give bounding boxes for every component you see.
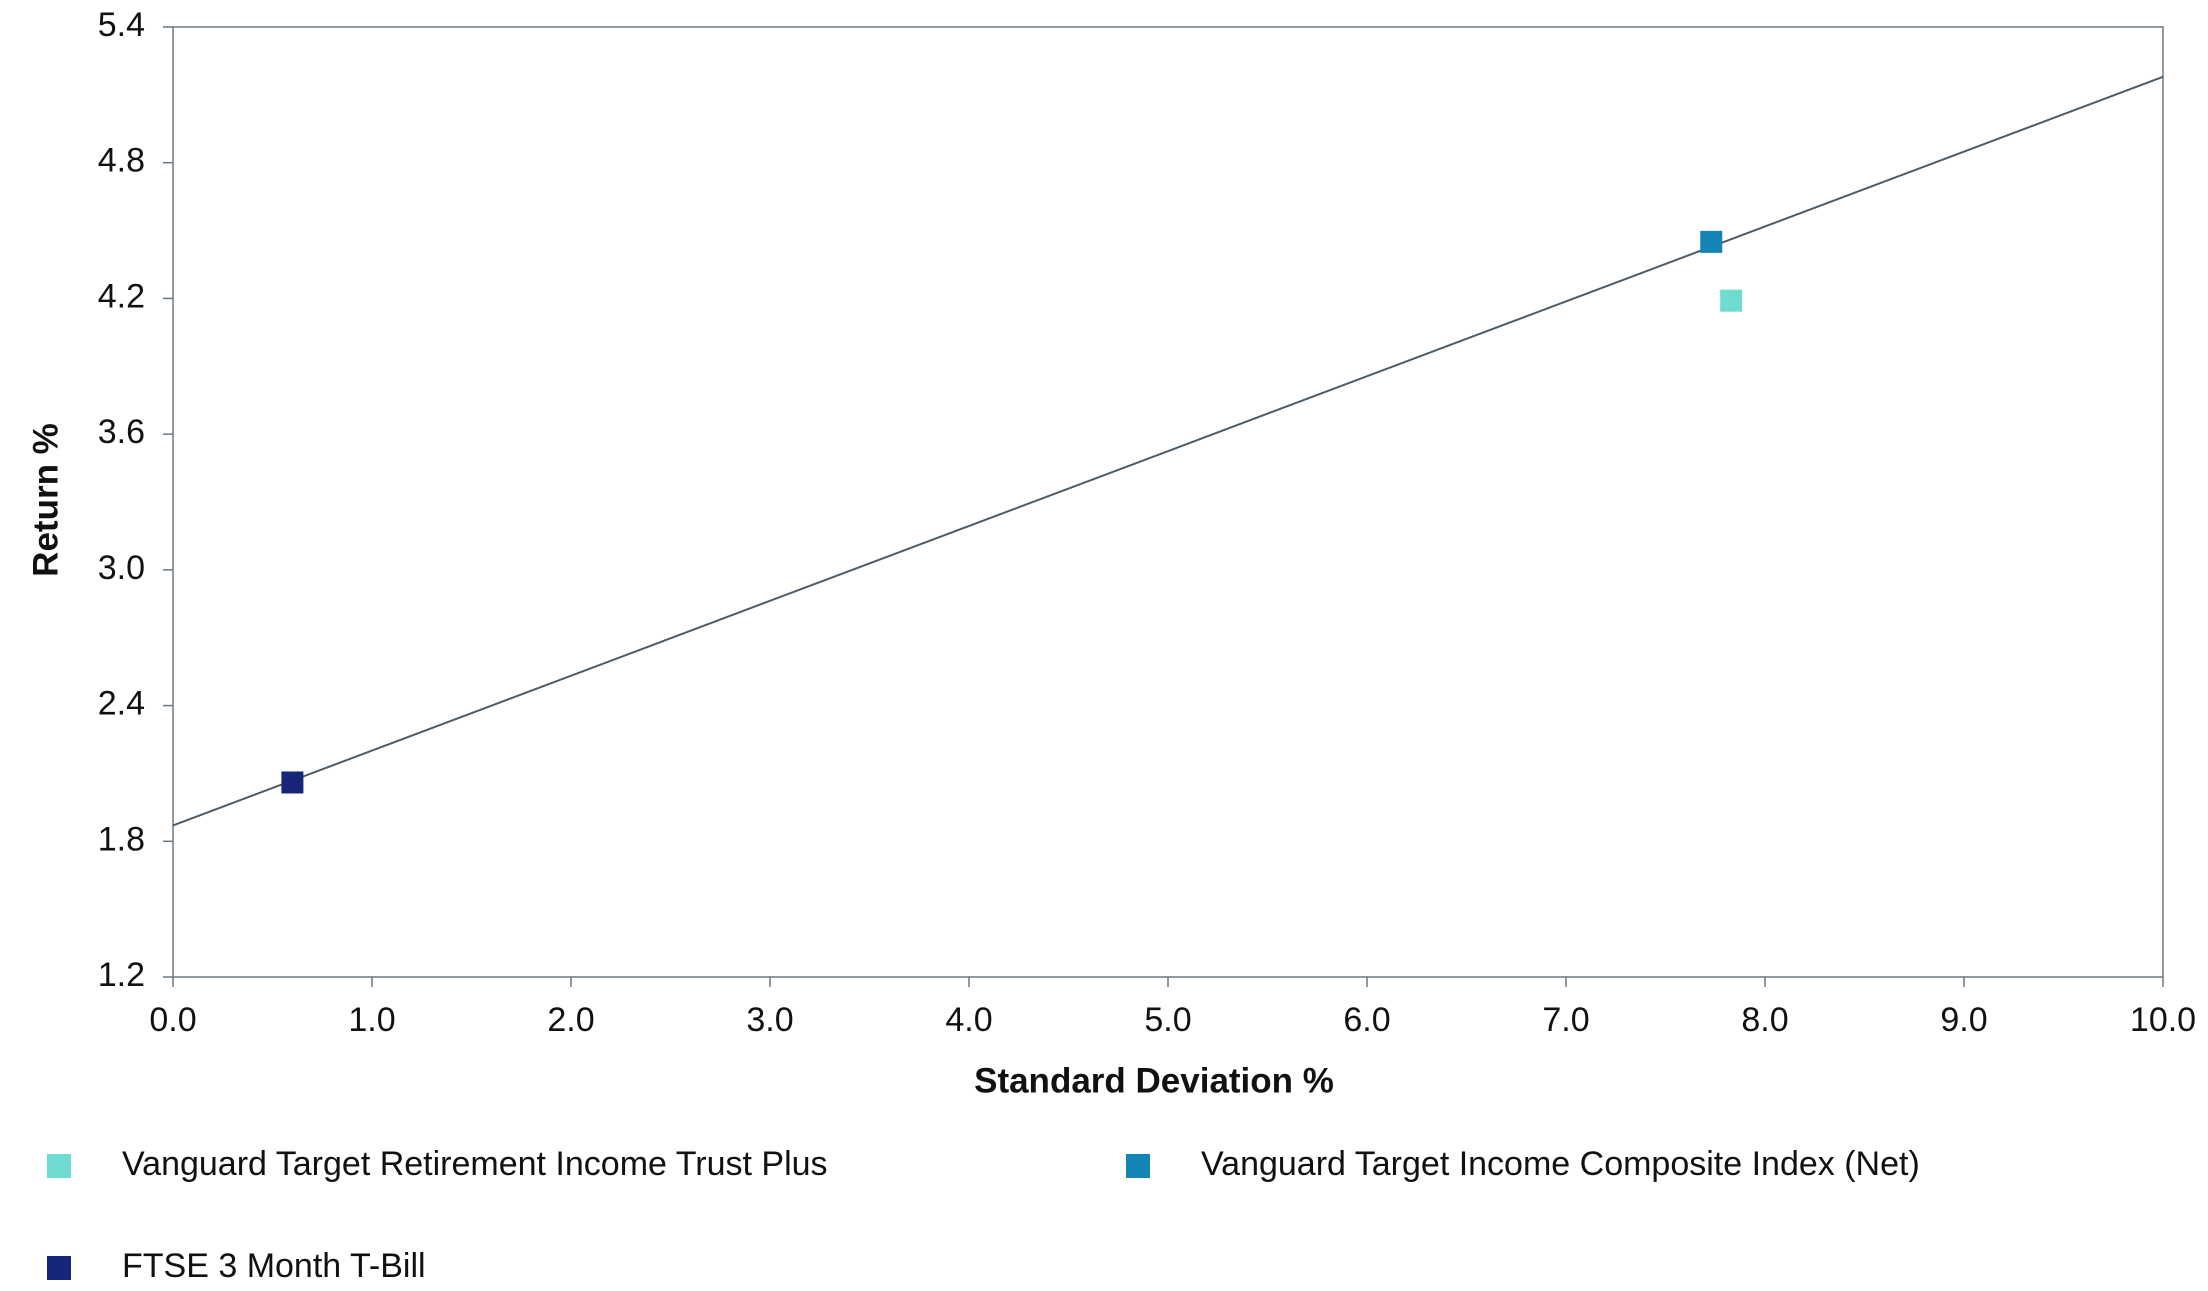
x-tick-label: 2.0	[547, 1001, 594, 1039]
legend-marker	[1126, 1154, 1150, 1178]
legend-marker	[47, 1256, 71, 1280]
fit-line	[172, 75, 2164, 827]
x-tick-label: 7.0	[1542, 1001, 1589, 1039]
y-tick-label: 1.8	[98, 820, 145, 858]
y-tick-label: 2.4	[98, 685, 145, 723]
legend-label: FTSE 3 Month T-Bill	[122, 1247, 426, 1285]
x-tick-label: 9.0	[1940, 1001, 1987, 1039]
scatter-point	[281, 771, 304, 794]
x-tick-label: 3.0	[746, 1001, 793, 1039]
x-tick-label: 5.0	[1144, 1001, 1191, 1039]
x-tick-label: 10.0	[2130, 1001, 2196, 1039]
x-axis-title: Standard Deviation %	[974, 1061, 1334, 1100]
legend-marker	[47, 1154, 71, 1178]
x-tick-label: 8.0	[1741, 1001, 1788, 1039]
plot-frame	[172, 26, 2164, 978]
x-tick-label: 6.0	[1343, 1001, 1390, 1039]
y-tick-label: 1.2	[98, 956, 145, 994]
y-tick-label: 5.4	[98, 6, 145, 44]
legend-label: Vanguard Target Income Composite Index (…	[1201, 1145, 1920, 1183]
y-tick-label: 4.8	[98, 142, 145, 180]
y-axis-title: Return %	[26, 423, 65, 577]
scatter-point	[1700, 230, 1723, 253]
x-tick-label: 4.0	[945, 1001, 992, 1039]
legend-label: Vanguard Target Retirement Income Trust …	[122, 1145, 828, 1183]
x-tick-label: 1.0	[348, 1001, 395, 1039]
scatter-point	[1720, 289, 1743, 312]
y-tick-label: 4.2	[98, 277, 145, 315]
x-tick-label: 0.0	[149, 1001, 196, 1039]
y-tick-label: 3.6	[98, 413, 145, 451]
y-tick-label: 3.0	[98, 549, 145, 587]
